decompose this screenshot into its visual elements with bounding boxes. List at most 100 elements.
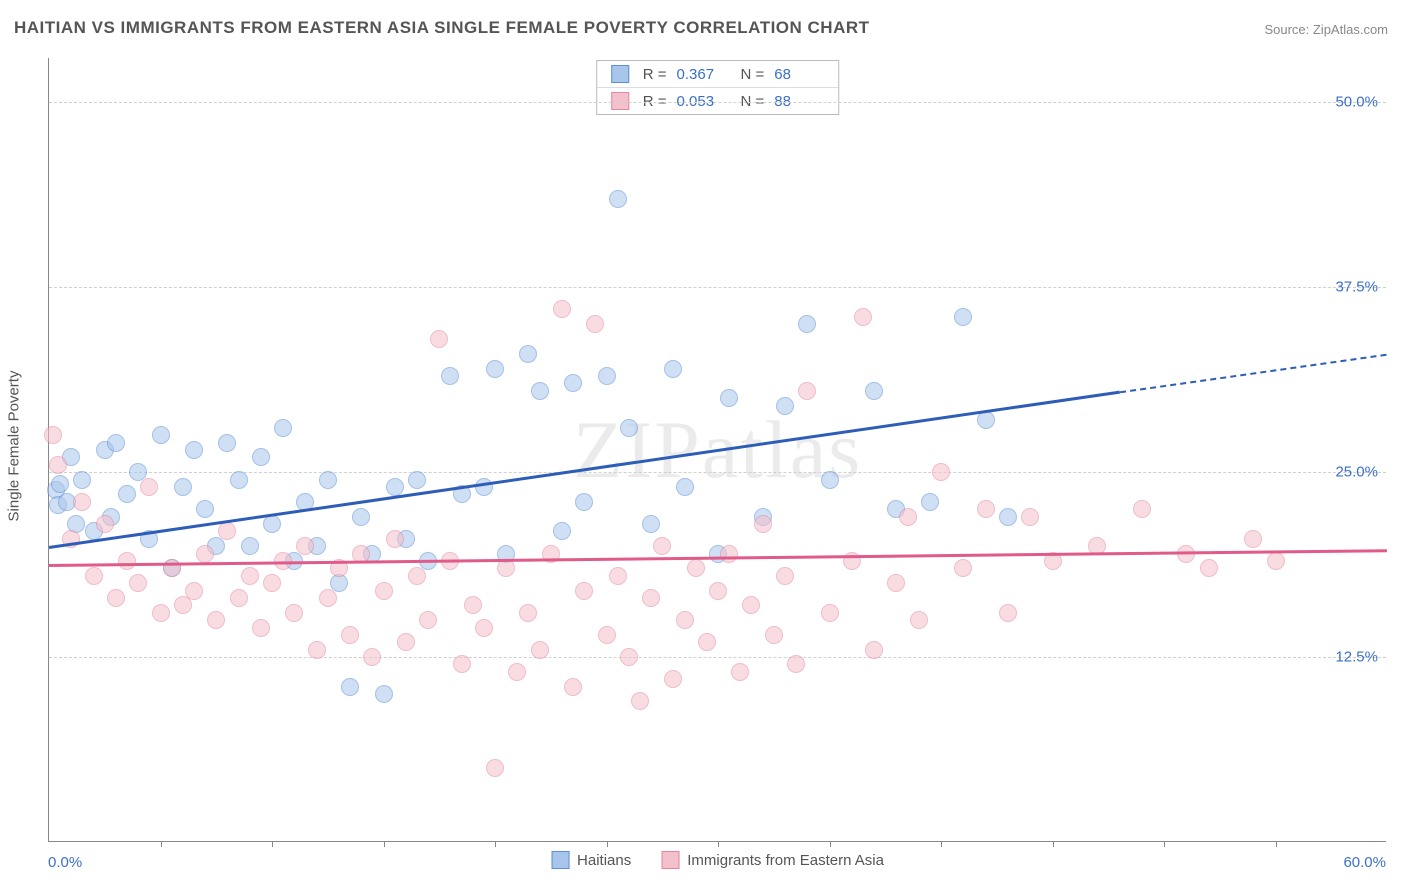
data-point <box>620 648 638 666</box>
data-point <box>553 300 571 318</box>
data-point <box>107 434 125 452</box>
data-point <box>531 641 549 659</box>
data-point <box>397 633 415 651</box>
data-point <box>821 471 839 489</box>
data-point <box>609 190 627 208</box>
x-max-label: 60.0% <box>1343 854 1386 871</box>
y-tick-label: 12.5% <box>1335 649 1378 666</box>
gridline <box>49 102 1386 103</box>
data-point <box>152 426 170 444</box>
data-point <box>497 559 515 577</box>
data-point <box>218 522 236 540</box>
data-point <box>598 626 616 644</box>
data-point <box>575 493 593 511</box>
legend-label: Immigrants from Eastern Asia <box>687 852 884 869</box>
gridline <box>49 287 1386 288</box>
chart-title: HAITIAN VS IMMIGRANTS FROM EASTERN ASIA … <box>14 18 870 38</box>
data-point <box>854 308 872 326</box>
data-point <box>653 537 671 555</box>
data-point <box>642 589 660 607</box>
n-label: N = <box>741 93 765 110</box>
data-point <box>408 567 426 585</box>
data-point <box>910 611 928 629</box>
data-point <box>419 611 437 629</box>
data-point <box>252 619 270 637</box>
data-point <box>73 471 91 489</box>
data-point <box>798 382 816 400</box>
data-point <box>386 530 404 548</box>
n-label: N = <box>741 66 765 83</box>
data-point <box>241 567 259 585</box>
data-point <box>341 678 359 696</box>
data-point <box>218 434 236 452</box>
x-min-label: 0.0% <box>48 854 82 871</box>
data-point <box>464 596 482 614</box>
data-point <box>44 426 62 444</box>
data-point <box>887 574 905 592</box>
data-point <box>564 374 582 392</box>
data-point <box>519 604 537 622</box>
data-point <box>642 515 660 533</box>
data-point <box>865 382 883 400</box>
gridline <box>49 472 1386 473</box>
data-point <box>720 389 738 407</box>
data-point <box>999 604 1017 622</box>
data-point <box>252 448 270 466</box>
legend-item: Immigrants from Eastern Asia <box>661 851 884 869</box>
data-point <box>977 500 995 518</box>
data-point <box>954 559 972 577</box>
data-point <box>899 508 917 526</box>
data-point <box>921 493 939 511</box>
data-point <box>754 515 772 533</box>
x-tick <box>1164 841 1165 847</box>
r-value: 0.053 <box>677 93 727 110</box>
data-point <box>296 537 314 555</box>
data-point <box>821 604 839 622</box>
data-point <box>531 382 549 400</box>
data-point <box>1244 530 1262 548</box>
data-point <box>787 655 805 673</box>
data-point <box>185 582 203 600</box>
source-label: Source: ZipAtlas.com <box>1264 22 1388 37</box>
data-point <box>241 537 259 555</box>
data-point <box>363 648 381 666</box>
data-point <box>96 515 114 533</box>
data-point <box>263 574 281 592</box>
data-point <box>519 345 537 363</box>
y-axis-label: Single Female Poverty <box>6 371 23 522</box>
data-point <box>285 604 303 622</box>
data-point <box>475 619 493 637</box>
r-value: 0.367 <box>677 66 727 83</box>
data-point <box>731 663 749 681</box>
data-point <box>598 367 616 385</box>
data-point <box>230 471 248 489</box>
data-point <box>798 315 816 333</box>
n-value: 68 <box>774 66 824 83</box>
data-point <box>274 419 292 437</box>
data-point <box>174 478 192 496</box>
data-point <box>508 663 526 681</box>
data-point <box>776 397 794 415</box>
data-point <box>776 567 794 585</box>
data-point <box>609 567 627 585</box>
data-point <box>586 315 604 333</box>
data-point <box>51 475 69 493</box>
data-point <box>687 559 705 577</box>
data-point <box>207 611 225 629</box>
data-point <box>954 308 972 326</box>
data-point <box>709 582 727 600</box>
data-point <box>430 330 448 348</box>
data-point <box>765 626 783 644</box>
stats-legend: R = 0.367N = 68R = 0.053N = 88 <box>596 60 840 115</box>
data-point <box>664 670 682 688</box>
data-point <box>185 441 203 459</box>
data-point <box>1267 552 1285 570</box>
data-point <box>441 367 459 385</box>
data-point <box>453 655 471 673</box>
data-point <box>486 360 504 378</box>
data-point <box>1021 508 1039 526</box>
data-point <box>664 360 682 378</box>
data-point <box>230 589 248 607</box>
data-point <box>49 456 67 474</box>
data-point <box>319 589 337 607</box>
